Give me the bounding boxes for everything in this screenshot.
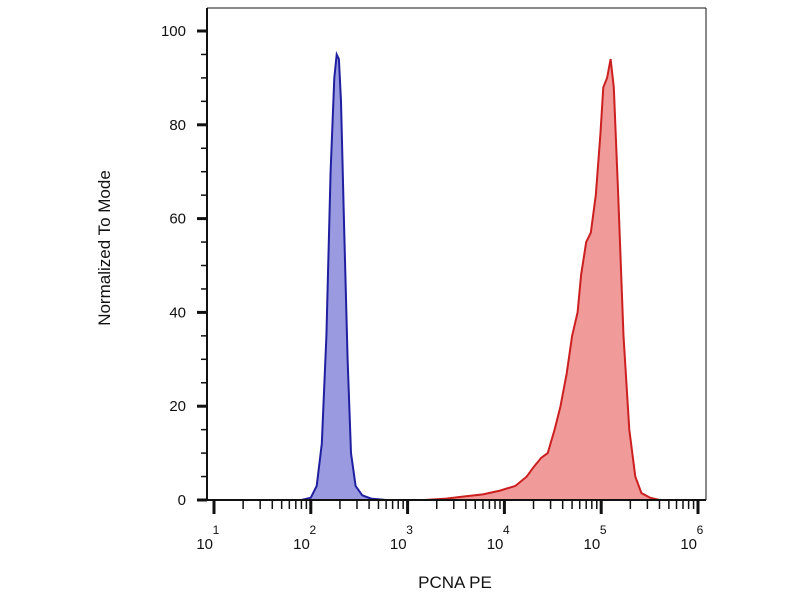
y-tick-label: 100 <box>161 23 186 40</box>
x-tick-exponent: 4 <box>503 523 510 537</box>
series-1-line <box>214 50 698 501</box>
series-2-area <box>214 59 698 500</box>
x-tick-exponent: 3 <box>406 523 413 537</box>
y-tick-label: 20 <box>169 398 186 415</box>
series-2-line <box>214 58 698 501</box>
x-tick-label: 10 <box>196 536 213 553</box>
x-tick-label: 10 <box>390 536 407 553</box>
x-tick-label: 10 <box>487 536 504 553</box>
x-tick-exponent: 5 <box>600 523 607 537</box>
y-tick-label: 60 <box>169 211 186 228</box>
y-axis-label: Normalized To Mode <box>95 170 114 326</box>
x-tick-label: 10 <box>293 536 310 553</box>
x-tick-exponent: 6 <box>697 523 704 537</box>
x-tick-exponent: 2 <box>309 523 316 537</box>
series-1-area <box>214 54 698 500</box>
x-axis-label: PCNA PE <box>418 573 492 592</box>
x-tick-label: 10 <box>680 536 697 553</box>
y-axis-ticks: 0 20 40 60 80 100 <box>161 23 207 509</box>
y-tick-label: 0 <box>178 492 186 509</box>
x-tick-label: 10 <box>584 536 601 553</box>
y-tick-label: 40 <box>169 304 186 321</box>
y-tick-label: 80 <box>169 117 186 134</box>
series-layer <box>214 50 698 501</box>
x-tick-exponent: 1 <box>213 523 220 537</box>
